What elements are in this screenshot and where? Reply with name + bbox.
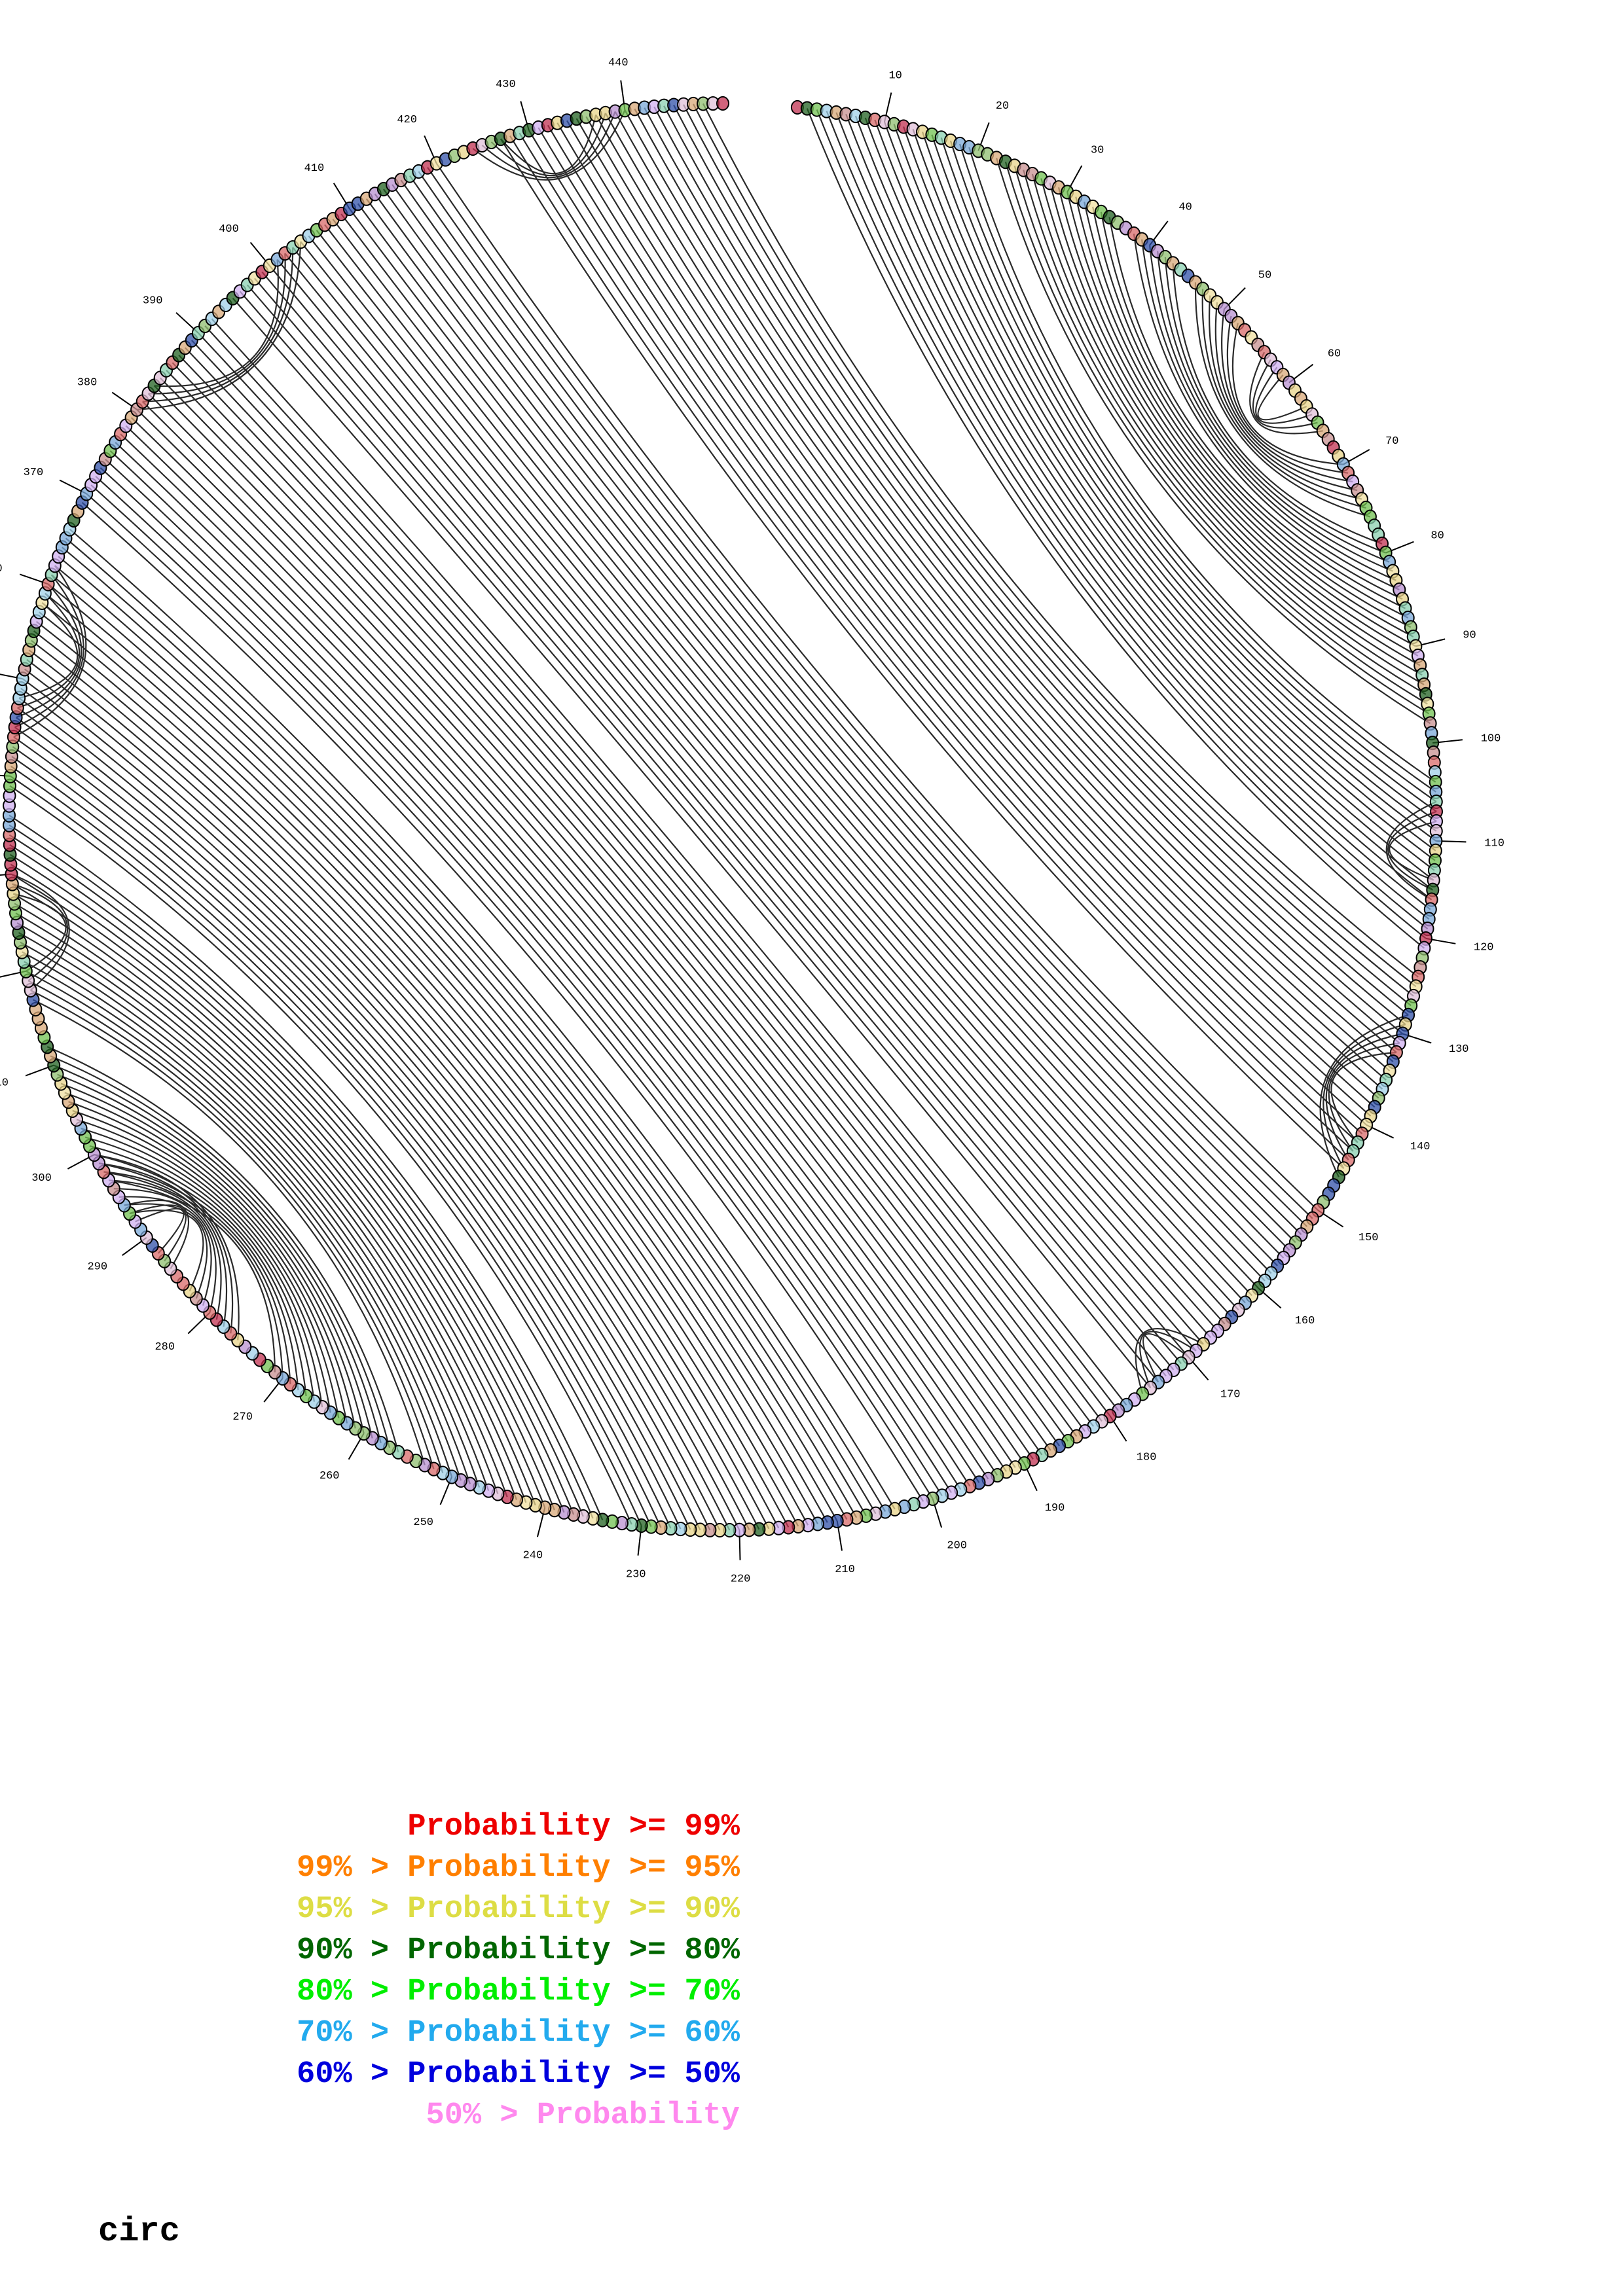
svg-text:220: 220 <box>731 1573 751 1586</box>
legend-row: 80% > Probability >= 70% <box>297 1975 740 2009</box>
svg-text:200: 200 <box>947 1540 967 1552</box>
svg-text:410: 410 <box>304 162 325 175</box>
svg-text:270: 270 <box>232 1411 253 1424</box>
svg-text:210: 210 <box>835 1564 855 1576</box>
svg-text:170: 170 <box>1220 1389 1241 1401</box>
svg-text:190: 190 <box>1045 1502 1065 1515</box>
legend-row: 50% > Probability <box>426 2098 740 2133</box>
base-pair-chords <box>9 103 1437 1531</box>
svg-text:310: 310 <box>0 1077 9 1089</box>
legend-row: 60% > Probability >= 50% <box>297 2057 740 2092</box>
svg-text:130: 130 <box>1449 1043 1469 1056</box>
svg-text:20: 20 <box>996 100 1009 113</box>
legend-row: 90% > Probability >= 80% <box>297 1933 740 1968</box>
probability-legend: Probability >= 99% 99% > Probability >= … <box>0 1806 786 2136</box>
svg-text:260: 260 <box>319 1470 340 1482</box>
svg-text:80: 80 <box>1431 529 1444 542</box>
svg-text:290: 290 <box>87 1261 107 1274</box>
svg-text:110: 110 <box>1484 837 1504 850</box>
svg-text:390: 390 <box>143 295 163 308</box>
svg-text:420: 420 <box>397 114 417 126</box>
svg-text:300: 300 <box>31 1172 52 1185</box>
svg-text:380: 380 <box>77 377 98 389</box>
svg-text:100: 100 <box>1481 732 1501 745</box>
svg-text:140: 140 <box>1410 1141 1431 1153</box>
rna-circular-plot: 10 20 30 40 50 60 70 80 90 100 110 120 130 140 150 160 1… <box>0 57 1504 1586</box>
svg-text:30: 30 <box>1091 145 1104 157</box>
svg-text:50: 50 <box>1258 270 1271 282</box>
svg-text:370: 370 <box>24 467 44 479</box>
legend-row: Probability >= 99% <box>407 1810 740 1844</box>
svg-text:230: 230 <box>626 1568 646 1581</box>
svg-text:430: 430 <box>496 79 516 91</box>
svg-text:160: 160 <box>1295 1315 1315 1327</box>
svg-text:120: 120 <box>1474 942 1494 954</box>
legend-row: 70% > Probability >= 60% <box>297 2016 740 2051</box>
legend-row: 99% > Probability >= 95% <box>297 1851 740 1886</box>
nucleotide-markers <box>3 96 1443 1538</box>
rna-structure-svg: 10 20 30 40 50 60 70 80 90 100 110 120 130 140 150 160 1… <box>0 57 1504 1586</box>
legend-row: 95% > Probability >= 90% <box>297 1892 740 1927</box>
svg-text:400: 400 <box>219 223 239 236</box>
svg-text:280: 280 <box>155 1341 175 1354</box>
svg-text:150: 150 <box>1359 1232 1379 1244</box>
position-labels: 10 20 30 40 50 60 70 80 90 100 110 120 130 140 150 160 1… <box>0 57 1504 1586</box>
svg-text:90: 90 <box>1463 630 1476 642</box>
plot-caption: circ <box>98 2212 180 2251</box>
svg-text:360: 360 <box>0 563 3 575</box>
svg-text:60: 60 <box>1328 348 1341 361</box>
svg-text:250: 250 <box>413 1516 433 1529</box>
svg-text:180: 180 <box>1137 1452 1157 1464</box>
svg-text:240: 240 <box>523 1549 543 1562</box>
svg-text:440: 440 <box>608 57 629 69</box>
svg-text:40: 40 <box>1178 201 1192 213</box>
svg-text:70: 70 <box>1385 435 1398 448</box>
svg-text:10: 10 <box>888 69 902 82</box>
